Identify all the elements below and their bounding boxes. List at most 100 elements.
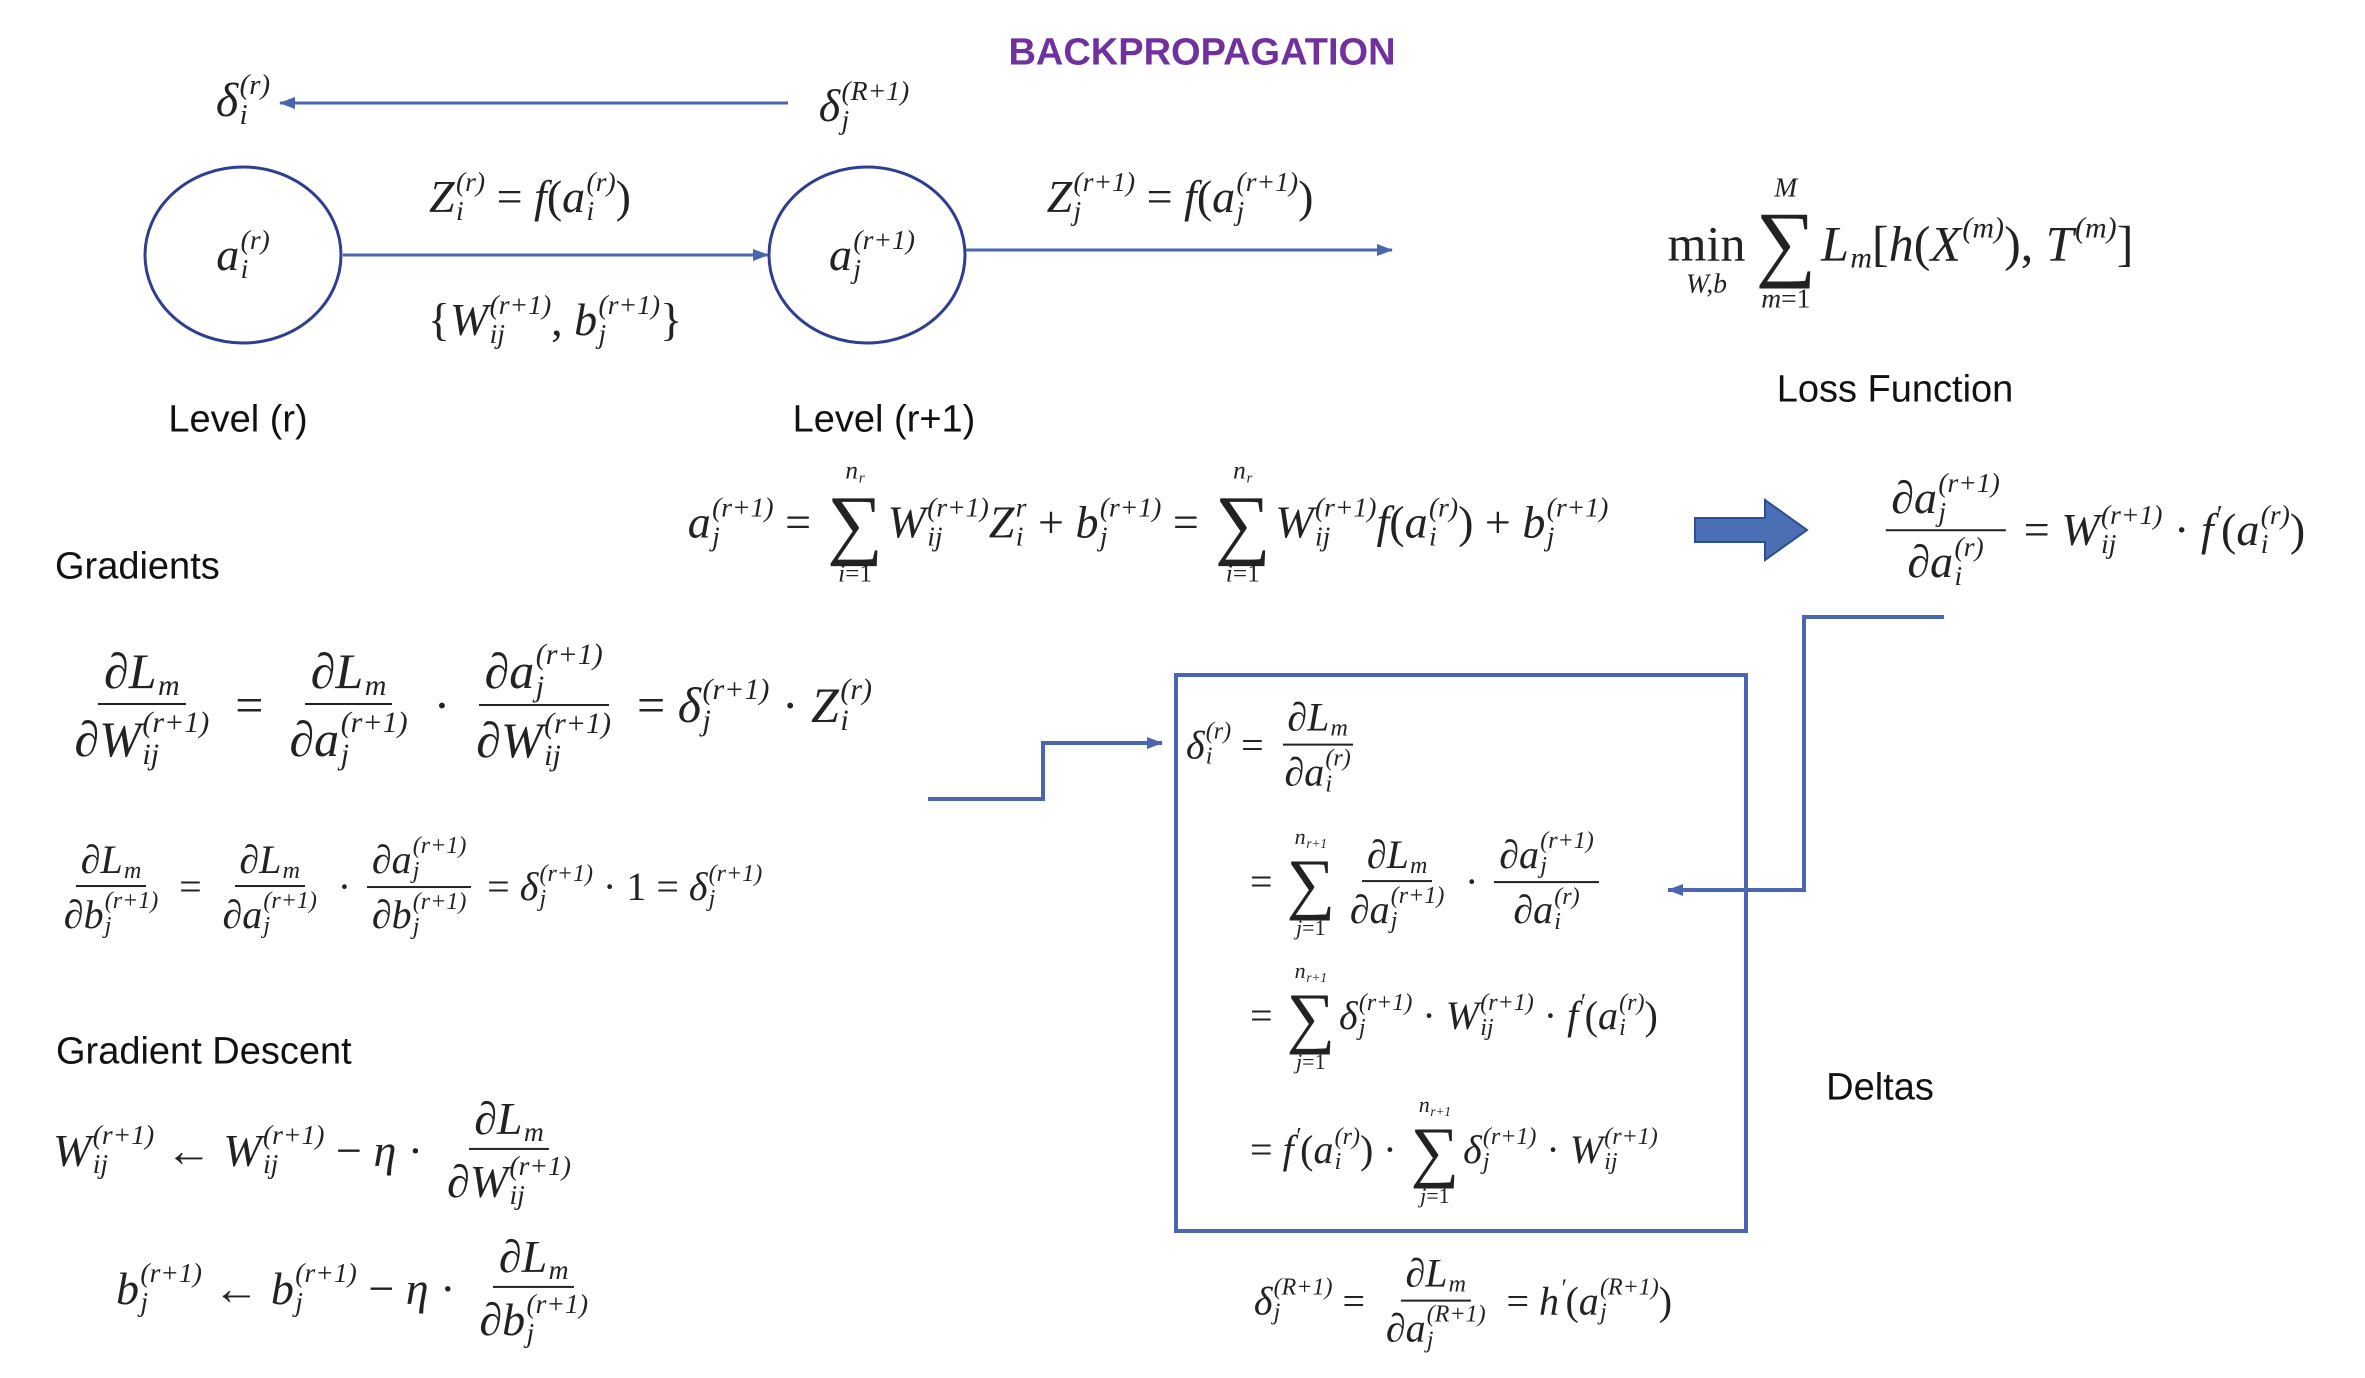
symbol-base: f (1282, 1127, 1294, 1173)
operator-bottom: j =1 (1296, 1049, 1326, 1074)
scripts: (r+1) j (712, 492, 774, 551)
scripts: (r) i (456, 167, 485, 226)
math-symbol: ∂a (r+1) j (1349, 883, 1445, 934)
scripts: r+1 (1306, 958, 1327, 985)
superscript: (r+1) (1480, 989, 1534, 1016)
symbol-base: f (1567, 993, 1579, 1039)
numerator: ∂L m (493, 1228, 575, 1289)
math-symbol: j (1296, 915, 1302, 940)
subscript: m (364, 668, 387, 702)
symbol-base: n (1294, 824, 1306, 850)
math-symbol: f ′ (1567, 991, 1585, 1040)
math-text: · (396, 1124, 435, 1176)
scripts: (r+1) ij (927, 492, 989, 551)
subscript: j (1273, 1300, 1281, 1326)
superscript: (r+1) (1482, 1123, 1537, 1150)
math-symbol: W (r+1) ij (888, 492, 989, 551)
scripts: (r+1) j (295, 1258, 357, 1317)
symbol-base: Z (429, 171, 455, 223)
superscript: (r) (240, 224, 270, 256)
superscript: (r+1) (1540, 828, 1594, 855)
scripts: (r+1) j (539, 861, 593, 912)
equation: Z (r) i = f(a (r) i) (429, 167, 631, 226)
math-text: · (327, 864, 362, 910)
equation: ∂L m ∂W (r+1) ij = ∂L m ∂a (r+1) j · ∂a (r+1) j ∂W(… (61, 639, 873, 771)
subscript: ij (2100, 528, 2117, 559)
scripts: m (365, 640, 387, 702)
symbol-base: ∂b (63, 891, 104, 937)
symbol-base: b (270, 1262, 294, 1314)
fraction: ∂L m ∂a (r+1) j (1345, 830, 1449, 935)
math-symbol: M (1774, 172, 1797, 203)
subscript: j (712, 519, 720, 551)
math-symbol: δ (r+1) j (678, 673, 770, 737)
operator-bottom: m =1 (1761, 283, 1810, 314)
scripts: (r+1) ij (544, 708, 611, 771)
math-text: = (1240, 993, 1283, 1039)
superscript: (r+1) (1099, 491, 1162, 523)
scripts: (r) i (2261, 500, 2290, 559)
math-text: = (1332, 1278, 1376, 1324)
math-symbol: W (r+1) ij (2061, 500, 2162, 559)
operator: min W,b (1668, 218, 1746, 298)
scripts: (R+1) j (841, 75, 910, 135)
fraction: ∂L m ∂a (r+1) j (218, 835, 322, 940)
symbol-base: η (373, 1124, 397, 1176)
symbol-base: δ (215, 73, 239, 127)
scripts: (R+1) j (1600, 1275, 1659, 1326)
symbol-base: ∂a (1349, 886, 1390, 932)
symbol-base: W (53, 1124, 92, 1176)
operator-symbol: ∑ (1410, 1113, 1460, 1190)
scripts: (r+1) j (1546, 491, 1609, 551)
math-text: = (2012, 504, 2062, 556)
superscript: (r+1) (708, 860, 763, 887)
math-symbol: a (r+1) j (688, 492, 774, 551)
subscript: i (1015, 519, 1024, 551)
subscript: j (853, 253, 862, 284)
subscript: ij (489, 318, 505, 349)
math-text: · (1412, 993, 1446, 1039)
math-symbol: η (406, 1262, 429, 1315)
math-text: = (624, 677, 678, 733)
superscript: ′ (1294, 1124, 1301, 1151)
fraction: ∂a (r+1) j ∂a (r) i (1885, 468, 2006, 591)
scripts: (r+1) j (105, 888, 159, 939)
fraction: ∂L m ∂b (r+1) j (474, 1228, 594, 1348)
subscript: j (1236, 195, 1245, 226)
numerator: ∂L m (468, 1090, 550, 1151)
symbol-base: i (1225, 559, 1233, 588)
subscript: m (1850, 241, 1873, 275)
symbol-base: ∂L (310, 642, 364, 699)
operator-bottom: j =1 (1420, 1183, 1450, 1208)
superscript: (r+1) (1604, 1123, 1658, 1150)
symbol-base: ∂a (1513, 887, 1554, 933)
superscript: (r+1) (1314, 491, 1377, 523)
scripts: (r) i (1335, 1124, 1360, 1175)
symbol-base: n (1418, 1092, 1430, 1118)
scripts: (r+1) j (1074, 167, 1136, 226)
scripts: (r) i (1206, 719, 1231, 770)
scripts: ′ (1295, 1125, 1300, 1174)
subscript: m (158, 668, 180, 702)
scripts: (r+1) ij (1604, 1123, 1658, 1175)
subscript: ij (262, 1148, 279, 1179)
operator-bottom: W,b (1686, 267, 1727, 298)
superscript: (r+1) (1546, 491, 1609, 523)
math-text: , (551, 294, 575, 346)
fraction: ∂L m ∂W (r+1) ij (442, 1090, 577, 1210)
math-symbol: ∂b (r+1) j (479, 1289, 588, 1348)
denominator: ∂a (r) i (1509, 883, 1585, 935)
equation: δ (R+1) j (819, 75, 910, 135)
scripts: m (283, 835, 300, 884)
operator-symbol: ∑ (827, 479, 883, 567)
superscript: (R+1) (841, 75, 910, 107)
math-symbol: W,b (1686, 267, 1727, 298)
scripts: (r+1) j (1391, 883, 1445, 934)
superscript: (r) (239, 68, 271, 101)
symbol-base: η (405, 1262, 429, 1314)
deltas-label: Deltas (1826, 1066, 1934, 1109)
math-text: = (1496, 1278, 1540, 1324)
math-symbol: Z (r+1) j (1047, 167, 1136, 226)
